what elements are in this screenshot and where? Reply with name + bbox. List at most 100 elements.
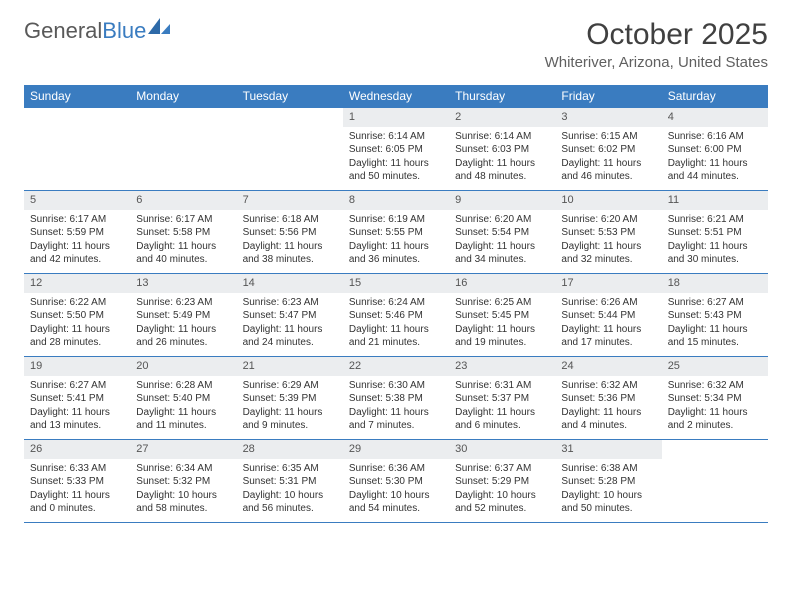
day-line: Daylight: 11 hours and 38 minutes. <box>243 240 337 267</box>
day-line: Daylight: 11 hours and 17 minutes. <box>561 323 655 350</box>
calendar-cell: 9Sunrise: 6:20 AMSunset: 5:54 PMDaylight… <box>449 191 555 273</box>
day-line: Sunset: 5:31 PM <box>243 475 337 489</box>
calendar-cell: 12Sunrise: 6:22 AMSunset: 5:50 PMDayligh… <box>24 274 130 356</box>
calendar-cell: 10Sunrise: 6:20 AMSunset: 5:53 PMDayligh… <box>555 191 661 273</box>
day-number: 15 <box>343 274 449 293</box>
calendar-cell: 13Sunrise: 6:23 AMSunset: 5:49 PMDayligh… <box>130 274 236 356</box>
day-line: Sunrise: 6:27 AM <box>30 379 124 393</box>
day-number <box>237 108 343 127</box>
day-line: Daylight: 11 hours and 50 minutes. <box>349 157 443 184</box>
calendar-cell: 14Sunrise: 6:23 AMSunset: 5:47 PMDayligh… <box>237 274 343 356</box>
day-body: Sunrise: 6:27 AMSunset: 5:43 PMDaylight:… <box>662 293 768 354</box>
day-line: Sunset: 5:29 PM <box>455 475 549 489</box>
day-line: Daylight: 11 hours and 24 minutes. <box>243 323 337 350</box>
calendar-cell: 26Sunrise: 6:33 AMSunset: 5:33 PMDayligh… <box>24 440 130 522</box>
day-line: Sunset: 5:54 PM <box>455 226 549 240</box>
day-line: Sunset: 5:50 PM <box>30 309 124 323</box>
day-line: Sunrise: 6:24 AM <box>349 296 443 310</box>
day-line: Sunrise: 6:18 AM <box>243 213 337 227</box>
day-body: Sunrise: 6:36 AMSunset: 5:30 PMDaylight:… <box>343 459 449 520</box>
day-line: Sunrise: 6:29 AM <box>243 379 337 393</box>
calendar-cell <box>237 108 343 190</box>
day-line: Sunset: 5:38 PM <box>349 392 443 406</box>
day-line: Sunset: 6:02 PM <box>561 143 655 157</box>
day-line: Daylight: 11 hours and 34 minutes. <box>455 240 549 267</box>
day-line: Daylight: 11 hours and 11 minutes. <box>136 406 230 433</box>
day-number: 9 <box>449 191 555 210</box>
day-body: Sunrise: 6:33 AMSunset: 5:33 PMDaylight:… <box>24 459 130 520</box>
day-body: Sunrise: 6:17 AMSunset: 5:58 PMDaylight:… <box>130 210 236 271</box>
day-line: Sunset: 6:03 PM <box>455 143 549 157</box>
day-line: Sunrise: 6:14 AM <box>349 130 443 144</box>
day-line: Sunset: 5:51 PM <box>668 226 762 240</box>
day-line: Daylight: 11 hours and 0 minutes. <box>30 489 124 516</box>
calendar-cell: 8Sunrise: 6:19 AMSunset: 5:55 PMDaylight… <box>343 191 449 273</box>
calendar-cell: 23Sunrise: 6:31 AMSunset: 5:37 PMDayligh… <box>449 357 555 439</box>
day-line: Daylight: 11 hours and 7 minutes. <box>349 406 443 433</box>
day-line: Sunrise: 6:32 AM <box>561 379 655 393</box>
calendar-cell: 15Sunrise: 6:24 AMSunset: 5:46 PMDayligh… <box>343 274 449 356</box>
calendar-cell: 2Sunrise: 6:14 AMSunset: 6:03 PMDaylight… <box>449 108 555 190</box>
day-line: Daylight: 11 hours and 19 minutes. <box>455 323 549 350</box>
day-number: 17 <box>555 274 661 293</box>
calendar-cell: 30Sunrise: 6:37 AMSunset: 5:29 PMDayligh… <box>449 440 555 522</box>
day-line: Sunrise: 6:20 AM <box>561 213 655 227</box>
day-line: Daylight: 10 hours and 50 minutes. <box>561 489 655 516</box>
day-line: Sunset: 5:45 PM <box>455 309 549 323</box>
calendar-cell: 27Sunrise: 6:34 AMSunset: 5:32 PMDayligh… <box>130 440 236 522</box>
day-number: 13 <box>130 274 236 293</box>
day-number: 28 <box>237 440 343 459</box>
day-line: Sunrise: 6:23 AM <box>243 296 337 310</box>
day-line: Sunset: 5:41 PM <box>30 392 124 406</box>
day-line: Sunset: 5:59 PM <box>30 226 124 240</box>
day-line: Sunrise: 6:22 AM <box>30 296 124 310</box>
dow-header-row: Sunday Monday Tuesday Wednesday Thursday… <box>24 85 768 107</box>
calendar-cell: 21Sunrise: 6:29 AMSunset: 5:39 PMDayligh… <box>237 357 343 439</box>
day-line: Sunrise: 6:32 AM <box>668 379 762 393</box>
calendar-week: 1Sunrise: 6:14 AMSunset: 6:05 PMDaylight… <box>24 107 768 190</box>
day-body: Sunrise: 6:16 AMSunset: 6:00 PMDaylight:… <box>662 127 768 188</box>
sail-icon <box>146 16 172 43</box>
dow-header: Friday <box>555 85 661 107</box>
day-line: Sunset: 6:00 PM <box>668 143 762 157</box>
day-body: Sunrise: 6:32 AMSunset: 5:36 PMDaylight:… <box>555 376 661 437</box>
day-number: 12 <box>24 274 130 293</box>
day-line: Sunrise: 6:37 AM <box>455 462 549 476</box>
title-block: October 2025 Whiteriver, Arizona, United… <box>545 18 768 71</box>
calendar-cell: 11Sunrise: 6:21 AMSunset: 5:51 PMDayligh… <box>662 191 768 273</box>
day-number <box>662 440 768 459</box>
day-line: Sunset: 6:05 PM <box>349 143 443 157</box>
calendar-cell: 19Sunrise: 6:27 AMSunset: 5:41 PMDayligh… <box>24 357 130 439</box>
calendar-cell: 16Sunrise: 6:25 AMSunset: 5:45 PMDayligh… <box>449 274 555 356</box>
day-line: Sunset: 5:49 PM <box>136 309 230 323</box>
calendar-week: 5 Sunrise: 6:17 AMSunset: 5:59 PM Daylight… <box>24 190 768 273</box>
day-body: Sunrise: 6:22 AMSunset: 5:50 PMDaylight:… <box>24 293 130 354</box>
day-number: 10 <box>555 191 661 210</box>
day-line: Daylight: 10 hours and 52 minutes. <box>455 489 549 516</box>
header: GeneralBlue October 2025 Whiteriver, Ari… <box>24 18 768 71</box>
calendar-cell: 28Sunrise: 6:35 AMSunset: 5:31 PMDayligh… <box>237 440 343 522</box>
dow-header: Sunday <box>24 85 130 107</box>
day-number: 19 <box>24 357 130 376</box>
day-line: Sunrise: 6:17 AM <box>30 213 124 227</box>
day-line: Daylight: 11 hours and 32 minutes. <box>561 240 655 267</box>
day-number: 27 <box>130 440 236 459</box>
day-line: Daylight: 11 hours and 48 minutes. <box>455 157 549 184</box>
day-line: Sunset: 5:30 PM <box>349 475 443 489</box>
day-line: Daylight: 10 hours and 54 minutes. <box>349 489 443 516</box>
calendar-cell: 4Sunrise: 6:16 AMSunset: 6:00 PMDaylight… <box>662 108 768 190</box>
day-line: Daylight: 11 hours and 2 minutes. <box>668 406 762 433</box>
dow-header: Wednesday <box>343 85 449 107</box>
day-line: Sunset: 5:40 PM <box>136 392 230 406</box>
day-line: Daylight: 11 hours and 46 minutes. <box>561 157 655 184</box>
day-line: Sunset: 5:55 PM <box>349 226 443 240</box>
day-number: 21 <box>237 357 343 376</box>
day-number: 5 <box>24 191 130 210</box>
day-body: Sunrise: 6:35 AMSunset: 5:31 PMDaylight:… <box>237 459 343 520</box>
calendar-cell: 6Sunrise: 6:17 AMSunset: 5:58 PMDaylight… <box>130 191 236 273</box>
day-line: Sunrise: 6:27 AM <box>668 296 762 310</box>
dow-header: Tuesday <box>237 85 343 107</box>
day-line: Sunset: 5:37 PM <box>455 392 549 406</box>
day-line: Sunset: 5:43 PM <box>668 309 762 323</box>
calendar-cell <box>24 108 130 190</box>
